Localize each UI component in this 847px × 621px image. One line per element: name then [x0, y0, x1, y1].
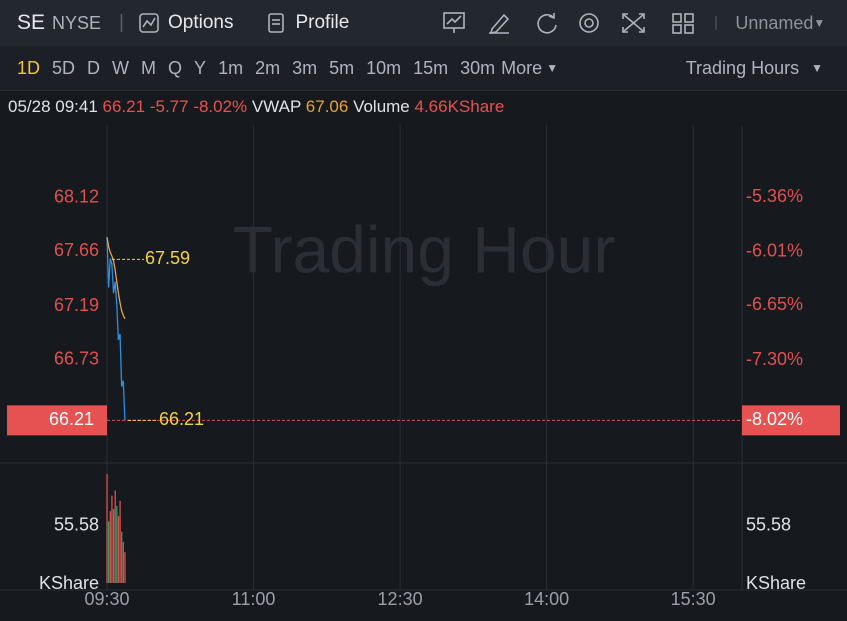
dropdown-arrow[interactable]: ▼: [811, 61, 823, 75]
vwap-label: VWAP: [251, 97, 302, 116]
volume-tick-label: 55.58: [54, 515, 99, 535]
watermark: Trading Hour: [233, 212, 616, 286]
period-button[interactable]: 5m: [329, 57, 355, 78]
price: 66.21: [102, 97, 146, 116]
last-price-box: [7, 405, 107, 436]
period-button[interactable]: Y: [194, 57, 207, 78]
period-button[interactable]: 1m: [218, 57, 244, 78]
volume-unit: KShare: [39, 573, 99, 593]
quote-line: 05/28 09:41 66.21 -5.77 -8.02% VWAP 67.0…: [8, 97, 504, 117]
period-button[interactable]: Q: [168, 57, 183, 78]
y2-tick-label: -7.30%: [746, 349, 803, 369]
session-selector[interactable]: Trading Hours: [685, 57, 800, 78]
y-tick-label: 68.12: [54, 186, 99, 206]
dropdown-arrow[interactable]: ▼: [813, 16, 826, 30]
layout-name[interactable]: Unnamed: [735, 12, 814, 33]
high-marker-label: 67.59: [145, 248, 190, 268]
price-line: [106, 237, 126, 320]
period-button[interactable]: M: [141, 57, 157, 78]
options-button[interactable]: Options: [167, 12, 234, 33]
period-button[interactable]: 15m: [413, 57, 449, 78]
last-change-label: -8.02%: [746, 409, 803, 429]
volume-tick-label: 55.58: [746, 515, 791, 535]
toolbar: SE NYSE | Options Profile Unnamed ▼: [0, 0, 847, 46]
volume-bar: [112, 509, 115, 583]
symbol: SE: [17, 11, 46, 34]
dropdown-arrow[interactable]: ▼: [546, 61, 559, 75]
y-tick-label: 67.19: [54, 295, 99, 315]
price-line: [106, 237, 126, 421]
period-bar: 1D 5D D W M Q Y 1m 2m 3m 5m 10m 15m 30m More ▼ Tradin…: [0, 46, 847, 91]
volume-bar: [111, 495, 113, 583]
separator: |: [119, 12, 124, 33]
volume-bar: [117, 516, 120, 583]
volume-bar: [108, 521, 110, 583]
x-tick-label: 15:30: [671, 589, 716, 609]
last-price-label: 66.21: [49, 409, 94, 429]
y2-tick-label: -5.36%: [746, 186, 803, 206]
y2-tick-label: -6.65%: [746, 294, 803, 314]
period-button[interactable]: 5D: [52, 57, 76, 78]
volume-bar: [122, 541, 124, 583]
tool-icons[interactable]: [441, 10, 721, 36]
x-tick-label: 12:30: [378, 589, 423, 609]
period-button[interactable]: 2m: [255, 57, 281, 78]
volume-unit: KShare: [746, 573, 806, 593]
period-button[interactable]: D: [87, 57, 101, 78]
change: -5.77: [149, 97, 189, 116]
volume-bar: [124, 552, 126, 583]
options-icon[interactable]: [138, 12, 160, 34]
y2-tick-label: -6.01%: [746, 241, 803, 261]
last-marker-label: 66.21: [159, 409, 204, 429]
change-pct: -8.02%: [193, 97, 248, 116]
period-button[interactable]: 30m: [460, 57, 496, 78]
exchange: NYSE: [52, 12, 102, 33]
period-list: 1D 5D D W M Q Y 1m 2m 3m 5m 10m 15m 30m: [0, 58, 495, 79]
x-tick-label: 14:00: [524, 589, 569, 609]
vwap: 67.06: [305, 97, 349, 116]
volume-bar: [116, 505, 118, 583]
period-button[interactable]: 3m: [292, 57, 318, 78]
y-tick-label: 67.66: [54, 240, 99, 260]
y-tick-label: 66.73: [54, 348, 99, 368]
volume-label: Volume: [353, 97, 410, 116]
last-change-box: [742, 405, 840, 436]
volume-bar: [121, 531, 123, 583]
volume-bar: [109, 511, 111, 583]
x-tick-label: 11:00: [232, 589, 276, 609]
period-button[interactable]: 1D: [17, 57, 41, 78]
period-button[interactable]: W: [112, 57, 130, 78]
x-tick-label: 09:30: [84, 589, 129, 609]
profile-icon[interactable]: [265, 12, 287, 34]
profile-button[interactable]: Profile: [295, 12, 350, 33]
volume-bar: [106, 474, 108, 583]
datetime: 05/28 09:41: [8, 97, 98, 116]
volume-bar: [119, 500, 121, 583]
more-button[interactable]: More: [501, 57, 543, 78]
period-button[interactable]: 10m: [366, 57, 402, 78]
volume: 4.66KShare: [414, 97, 505, 116]
volume-bar: [114, 490, 116, 583]
